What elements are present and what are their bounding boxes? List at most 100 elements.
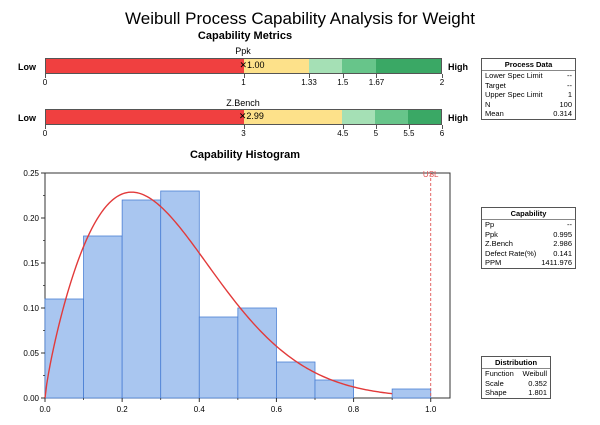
distribution-title: Distribution	[482, 357, 550, 369]
zbench_bar-segment	[408, 110, 441, 124]
process-data-row-value: 1	[567, 90, 572, 99]
capability-row: Z.Bench 2.986	[482, 239, 575, 249]
ppk_bar-tick-label: 1.67	[368, 78, 385, 87]
process-data-row: Lower Spec Limit --	[482, 71, 575, 81]
capability-row-label: Ppk	[485, 229, 498, 239]
distribution-row-value: Weibull	[522, 369, 547, 378]
zbench_bar-tick-label: 0	[42, 129, 48, 138]
capability-row-label: PPM	[485, 258, 502, 267]
capability-row-label: Z.Bench	[485, 239, 513, 248]
process-data-row-value: 100	[559, 99, 572, 109]
zbench_bar-tick-mark	[442, 125, 443, 129]
distribution-row-value: 1.801	[528, 388, 547, 397]
ppk-marker-icon: ✕	[239, 60, 248, 70]
zbench_bar-tick-label: 5	[373, 129, 379, 138]
zbench-bar	[45, 109, 442, 125]
y-tick-label: 0.20	[23, 214, 39, 223]
usl-label: USL	[423, 170, 439, 179]
process-data-row: Upper Spec Limit 1	[482, 90, 575, 100]
x-tick-label: 0.0	[39, 405, 51, 414]
distribution-row: Shape 1.801	[482, 388, 550, 398]
ppk_bar-tick-mark	[45, 74, 46, 78]
distribution-row-label: Scale	[485, 378, 504, 388]
y-tick-label: 0.15	[23, 259, 39, 268]
distribution-panel: Distribution Function Weibull Scale 0.352 Sh…	[481, 356, 551, 399]
ppk-value: 1.00	[247, 60, 265, 70]
y-tick-label: 0.10	[23, 304, 39, 313]
process-data-row-label: Lower Spec Limit	[485, 71, 543, 80]
zbench-marker: ✕2.99	[239, 111, 264, 122]
zbench_bar-tick-label: 6	[439, 129, 445, 138]
process-data-panel: Process Data Lower Spec Limit -- Target -- U…	[481, 58, 576, 120]
process-data-row-label: Mean	[485, 109, 504, 118]
histogram-bar	[237, 307, 277, 399]
capability-row-value: 0.995	[553, 229, 572, 239]
ppk_bar-tick-label: 0	[42, 78, 48, 87]
zbench-high-label: High	[448, 113, 468, 123]
x-tick-label: 1.0	[425, 405, 437, 414]
ppk_bar-tick-label: 1.5	[337, 78, 349, 87]
distribution-rows: Function Weibull Scale 0.352 Shape 1.801	[482, 369, 550, 398]
main-title: Weibull Process Capability Analysis for …	[125, 9, 475, 28]
x-tick-label: 0.4	[194, 405, 206, 414]
distribution-row-label: Shape	[485, 388, 507, 397]
ppk-bar	[45, 58, 442, 74]
ppk_bar-tick-label: 2	[439, 78, 445, 87]
zbench_bar-segment	[375, 110, 409, 124]
ppk_bar-tick-mark	[309, 74, 310, 78]
process-data-rows: Lower Spec Limit -- Target -- Upper Spec Lim…	[482, 71, 575, 119]
histogram-bar	[44, 298, 84, 399]
histogram-bar	[83, 235, 123, 399]
ppk-label: Ppk	[235, 46, 251, 56]
y-tick-label: 0.05	[23, 349, 39, 358]
capability-row-value: 1411.976	[541, 258, 572, 267]
zbench_bar-segment	[342, 110, 376, 124]
ppk_bar-tick-mark	[376, 74, 378, 78]
ppk_bar-segment	[342, 59, 376, 73]
zbench-value: 2.99	[246, 111, 264, 121]
distribution-row-value: 0.352	[528, 378, 547, 388]
ppk-low-label: Low	[18, 62, 36, 72]
zbench_bar-tick-mark	[45, 125, 46, 129]
capability-row-label: Pp	[485, 220, 495, 229]
zbench-marker-icon: ✕	[238, 111, 247, 121]
capability-row: PPM 1411.976	[482, 258, 575, 268]
zbench_bar-tick-label: 5.5	[403, 129, 415, 138]
process-data-row-label: Target	[485, 80, 506, 90]
zbench_bar-segment	[46, 110, 244, 124]
x-tick-label: 0.8	[348, 405, 360, 414]
ppk_bar-tick-mark	[342, 74, 344, 78]
process-data-row-label: N	[485, 99, 491, 109]
capability-row-label: Defect Rate(%)	[485, 248, 537, 258]
process-data-title: Process Data	[482, 59, 575, 71]
ppk_bar-tick-mark	[442, 74, 443, 78]
histogram-title: Capability Histogram	[189, 149, 301, 161]
histogram-bar	[391, 388, 432, 399]
histogram-bar	[276, 361, 316, 399]
capability-row-value: 2.986	[553, 239, 572, 248]
process-data-row: N 100	[482, 100, 575, 110]
zbench_bar-tick-mark	[243, 125, 245, 129]
zbench-low-label: Low	[18, 113, 36, 123]
capability-row-value: --	[567, 220, 572, 229]
zbench-label: Z.Bench	[226, 98, 260, 108]
histogram-bar	[198, 316, 239, 399]
ppk_bar-tick-label: 1	[241, 78, 246, 87]
x-tick-label: 0.6	[271, 405, 283, 414]
zbench_bar-tick-mark	[408, 125, 410, 129]
ppk_bar-segment	[375, 59, 441, 73]
weibull-fit-curve	[44, 191, 393, 399]
ppk_bar-tick-label: 1.33	[301, 78, 317, 87]
zbench_bar-segment	[243, 110, 343, 124]
process-data-row-value: 0.314	[553, 109, 572, 118]
process-data-row-value: --	[567, 71, 572, 80]
capability-title: Capability	[482, 208, 575, 220]
zbench_bar-tick-mark	[375, 125, 377, 129]
y-tick-label: 0.25	[23, 169, 39, 178]
capability-row: Ppk 0.995	[482, 230, 575, 240]
process-data-row-label: Upper Spec Limit	[485, 90, 543, 99]
ppk-marker: ✕1.00	[240, 60, 265, 71]
capability-row-value: 0.141	[553, 248, 572, 258]
process-data-row-value: --	[567, 80, 572, 90]
distribution-row-label: Function	[485, 369, 514, 378]
